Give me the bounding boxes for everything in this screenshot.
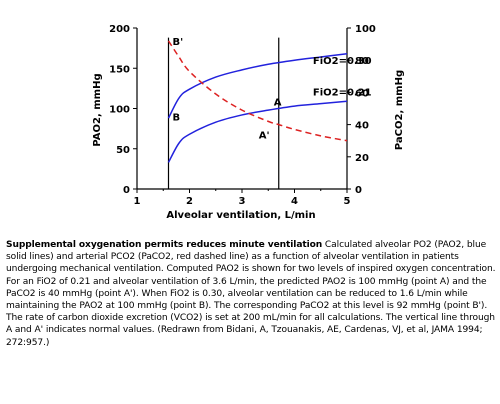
right-axis-title: PaCO2, mmHg xyxy=(394,70,405,150)
annotation-fio2-0-21: FiO2=0.21 xyxy=(313,88,372,99)
left-axis-title: PAO2, mmHg xyxy=(92,73,103,146)
annotation-fio2-0-30: FiO2=0.30 xyxy=(313,56,372,67)
annotations: B' B A A' FiO2=0.30 FiO2=0.21 xyxy=(173,37,372,142)
x-axis-title: Alveolar ventilation, L/min xyxy=(166,210,315,221)
right-tick-label: 100 xyxy=(355,24,376,35)
left-tick-label: 100 xyxy=(109,105,130,116)
x-tick-label: 2 xyxy=(186,196,193,207)
x-tick-label: 4 xyxy=(291,196,298,207)
right-tick-label: 0 xyxy=(355,185,362,196)
left-tick-label: 200 xyxy=(109,24,130,35)
pao2-line-fio2-0-30 xyxy=(167,53,348,119)
annotation-a-prime: A' xyxy=(259,131,270,142)
figure-caption: Supplemental oxygenation permits reduces… xyxy=(6,239,496,349)
right-tick-label: 60 xyxy=(355,88,369,99)
left-tick-label: 0 xyxy=(123,185,130,196)
caption-title: Supplemental oxygenation permits reduces… xyxy=(6,240,323,250)
right-tick-label: 80 xyxy=(355,56,369,67)
annotation-b: B xyxy=(173,113,181,124)
series xyxy=(167,37,348,189)
right-tick-label: 20 xyxy=(355,153,369,164)
left-tick-label: 50 xyxy=(116,145,130,156)
pao2-line-fio2-0-21 xyxy=(167,100,348,163)
x-tick-label: 3 xyxy=(239,196,246,207)
x-tick-label: 1 xyxy=(134,196,141,207)
left-tick-label: 150 xyxy=(109,64,130,75)
caption-body: Calculated alveolar PO2 (PAO2, blue soli… xyxy=(6,240,496,348)
x-tick-label: 5 xyxy=(344,196,351,207)
annotation-a: A xyxy=(274,98,282,109)
right-tick-label: 40 xyxy=(355,121,369,132)
annotation-b-prime: B' xyxy=(173,37,184,48)
paco2-dashed-line xyxy=(167,40,348,142)
